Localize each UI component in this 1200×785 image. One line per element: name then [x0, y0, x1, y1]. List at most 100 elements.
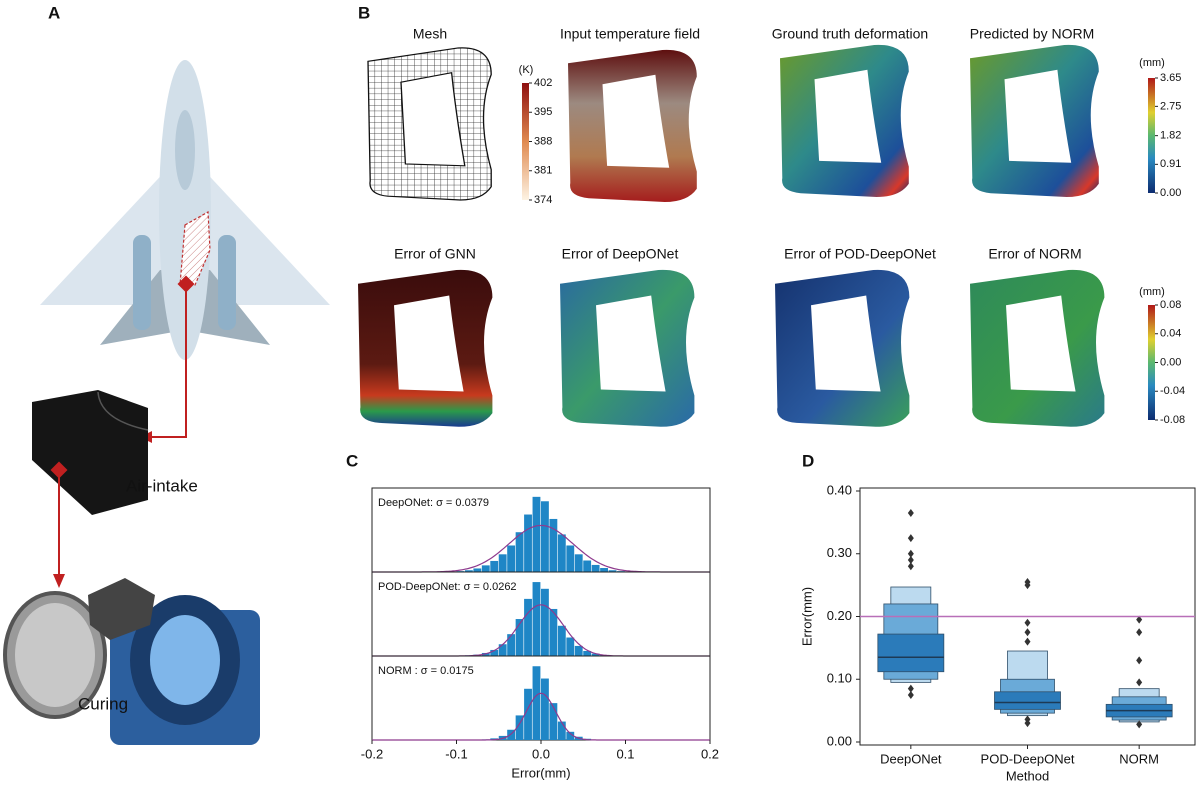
deformation-render [780, 44, 909, 197]
hist-bar [473, 568, 482, 572]
hist-bar [524, 514, 532, 572]
arrow [145, 290, 187, 438]
panel-title: Input temperature field [560, 26, 700, 42]
panel-label: D [802, 451, 814, 470]
outlier [1024, 618, 1031, 627]
hist-bar [583, 560, 592, 572]
x-axis-label: Method [1006, 768, 1049, 783]
hist-bar [541, 588, 549, 656]
outlier [907, 534, 914, 543]
x-tick-label: -0.1 [445, 746, 467, 761]
hist-bar [481, 565, 490, 572]
label: Air-intake [126, 476, 198, 495]
y-tick-label: 0.10 [827, 671, 852, 686]
outlier [1024, 577, 1031, 586]
hist-bar [490, 560, 499, 572]
hist-bar [549, 608, 558, 656]
autoclave [3, 578, 260, 745]
air-intake [32, 390, 149, 515]
annotation: DeepONet: σ = 0.0379 [378, 497, 489, 509]
hist-bar [515, 715, 524, 740]
panel-title: Ground truth deformation [772, 26, 928, 42]
hist-bar [515, 619, 524, 656]
colorbar [1148, 78, 1155, 193]
hist-bar [591, 564, 600, 572]
hist-bar [507, 729, 516, 740]
outlier [907, 690, 914, 699]
outlier [1024, 637, 1031, 646]
colorbar-tick-label: 402 [534, 77, 552, 89]
hist-bar [557, 534, 566, 572]
boxen-box [994, 691, 1061, 710]
colorbar-tick-label: 0.04 [1160, 328, 1181, 340]
x-tick-label: DeepONet [880, 751, 942, 766]
outlier [1136, 615, 1143, 624]
deformation-render [970, 44, 1099, 197]
colorbar-tick-label: 3.65 [1160, 72, 1181, 84]
panel-title: Error of NORM [988, 246, 1081, 262]
hist-bar [557, 625, 566, 656]
hist-bar [566, 637, 575, 656]
panel-title: Error of DeepONet [562, 246, 679, 262]
panel-label: C [346, 451, 358, 470]
hist-bar [524, 598, 532, 656]
panel-label: A [48, 3, 60, 22]
panel-title: Error of POD-DeepONet [784, 246, 936, 262]
x-tick-label: 0.2 [701, 746, 719, 761]
colorbar-tick-label: 381 [534, 165, 552, 177]
colorbar-tick-label: 2.75 [1160, 100, 1181, 112]
error-render [358, 269, 493, 427]
outlier [907, 562, 914, 571]
hist-bar [481, 652, 490, 656]
annotation: NORM : σ = 0.0175 [378, 665, 474, 677]
hist-bar [549, 703, 558, 740]
boxen-box [877, 633, 945, 673]
colorbar-tick-label: 388 [534, 135, 552, 147]
colorbar-unit: (mm) [1139, 57, 1165, 69]
arrow-head [53, 574, 65, 588]
panel-label: B [358, 3, 370, 22]
colorbar-tick-label: -0.04 [1160, 385, 1185, 397]
outlier [907, 549, 914, 558]
outlier [907, 684, 914, 693]
hist-bar [515, 532, 524, 572]
colorbar-unit: (K) [519, 64, 534, 76]
panel-title: Mesh [413, 26, 447, 42]
y-tick-label: 0.00 [827, 733, 852, 748]
hist-bar [498, 644, 507, 656]
panel-title: Predicted by NORM [970, 26, 1094, 42]
colorbar-tick-label: 0.00 [1160, 187, 1181, 199]
outlier [1024, 715, 1031, 724]
hist-bar [574, 554, 583, 572]
outlier [1136, 656, 1143, 665]
fit-curve [372, 692, 710, 741]
hist-bar [557, 721, 566, 740]
colorbar-unit: (mm) [1139, 286, 1165, 298]
colorbar-tick-label: 0.08 [1160, 299, 1181, 311]
panel-title: Error of GNN [394, 246, 476, 262]
colorbar [522, 83, 529, 200]
hist-bar [600, 568, 608, 572]
hist-bar [507, 545, 516, 572]
hist-bar [566, 545, 575, 572]
outlier [1024, 628, 1031, 637]
hist-bar [591, 653, 600, 656]
temperature-render [568, 49, 697, 202]
x-tick-label: 0.0 [532, 746, 550, 761]
hist-bar [566, 731, 575, 740]
outlier [1136, 678, 1143, 687]
mesh-render [367, 47, 492, 201]
hist-bar [574, 645, 583, 656]
hist-bar [498, 554, 507, 572]
hist-bar [532, 666, 541, 740]
hist-bar [541, 678, 549, 740]
error-render [775, 269, 910, 427]
y-axis-label: Error(mm) [799, 587, 814, 646]
x-tick-label: 0.1 [616, 746, 634, 761]
outlier [1136, 628, 1143, 637]
x-tick-label: POD-DeepONet [981, 751, 1075, 766]
colorbar-tick-label: 0.00 [1160, 356, 1181, 368]
hist-bar [532, 582, 541, 656]
colorbar [1148, 305, 1155, 420]
